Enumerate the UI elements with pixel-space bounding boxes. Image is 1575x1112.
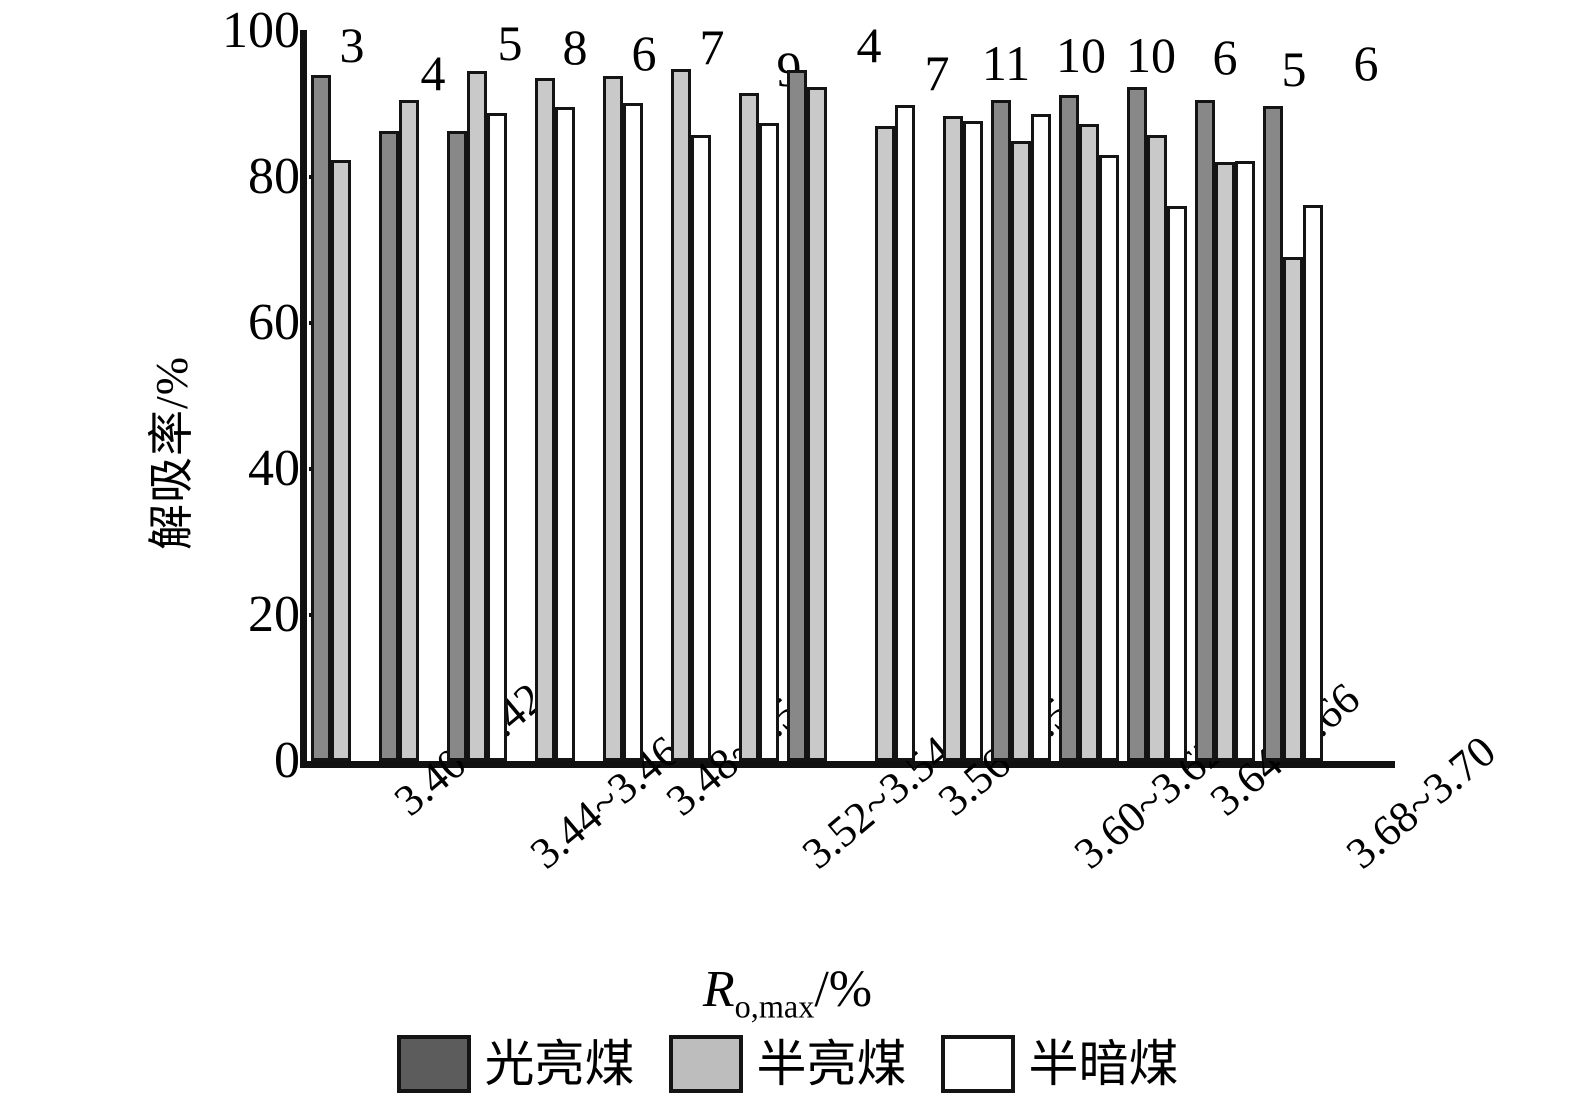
bar-light [874, 125, 896, 761]
group-count-label: 6 [1212, 29, 1238, 85]
legend-item-0[interactable]: 光亮煤 [396, 1035, 635, 1093]
x-axis-title-symbol: R [702, 961, 735, 1018]
y-tick-label: 20 [248, 586, 300, 643]
bar-dark [1194, 100, 1215, 761]
bar-white [1235, 160, 1256, 761]
bar-light [806, 87, 828, 761]
chart-legend: 光亮煤 半亮煤 半暗煤 [0, 1035, 1575, 1093]
bar-light [466, 71, 488, 761]
bar-dark [786, 69, 807, 761]
group-count-label: 7 [924, 45, 950, 101]
group-count-label: 4 [856, 17, 882, 73]
bar-light [534, 78, 556, 761]
y-tick-label: 80 [248, 148, 300, 205]
legend-label: 半暗煤 [1028, 1035, 1179, 1093]
bar-light [398, 100, 420, 761]
y-axis-ticks: 0 20 40 60 80 100 [180, 0, 300, 1112]
bar-white [1303, 204, 1324, 761]
group-count-label: 6 [1353, 35, 1379, 91]
group-count-label: 10 [1056, 27, 1106, 83]
bar-light [1010, 140, 1032, 761]
bar-white [963, 120, 984, 761]
y-axis-line [300, 30, 307, 762]
bar-light [602, 76, 624, 761]
bar-dark [1058, 94, 1079, 761]
x-axis-title-subscript: o,max [734, 988, 815, 1025]
bar-light [1214, 162, 1236, 761]
bar-dark [378, 131, 399, 761]
bar-light [1282, 257, 1304, 761]
y-tick-label: 40 [248, 440, 300, 497]
legend-item-2[interactable]: 半暗煤 [940, 1035, 1179, 1093]
bar-dark [990, 100, 1011, 761]
bar-light [1146, 135, 1168, 761]
group-count-label: 3 [339, 17, 365, 73]
legend-swatch-icon [396, 1035, 471, 1093]
bar-white [623, 103, 644, 761]
group-count-label: 7 [699, 19, 725, 75]
group-count-label: 5 [1281, 41, 1307, 97]
bar-dark [1262, 106, 1283, 761]
bar-dark [446, 131, 467, 761]
bar-white [1031, 113, 1052, 761]
group-count-label: 10 [1126, 27, 1176, 83]
plot-area [300, 30, 1395, 768]
bar-light [330, 160, 352, 761]
group-count-label: 8 [562, 19, 588, 75]
bar-white [691, 135, 712, 761]
x-axis-line [300, 761, 1395, 768]
group-count-label: 11 [981, 35, 1031, 91]
bar-white [487, 112, 508, 761]
y-tick-label: 60 [248, 294, 300, 351]
bar-white [555, 106, 576, 761]
group-count-label: 4 [420, 45, 446, 101]
y-tick-label: 0 [274, 732, 300, 789]
legend-item-1[interactable]: 半亮煤 [668, 1035, 907, 1093]
bar-dark [1126, 87, 1147, 761]
y-tick-label: 100 [222, 2, 300, 59]
group-count-label: 6 [631, 25, 657, 81]
bar-white [1099, 155, 1120, 761]
bar-light [670, 68, 692, 761]
legend-swatch-icon [668, 1035, 743, 1093]
x-axis-title: Ro,max/% [0, 960, 1575, 1025]
group-count-label: 5 [497, 15, 523, 71]
legend-swatch-icon [940, 1035, 1015, 1093]
legend-label: 光亮煤 [484, 1035, 635, 1093]
bar-white [895, 105, 916, 761]
bar-white [1167, 206, 1188, 761]
bar-white [759, 122, 780, 761]
bar-light [1078, 123, 1100, 761]
legend-label: 半亮煤 [756, 1035, 907, 1093]
bar-dark [310, 74, 331, 761]
x-axis-title-unit: /% [814, 961, 873, 1018]
bar-light [738, 93, 760, 761]
bar-light [942, 115, 964, 761]
